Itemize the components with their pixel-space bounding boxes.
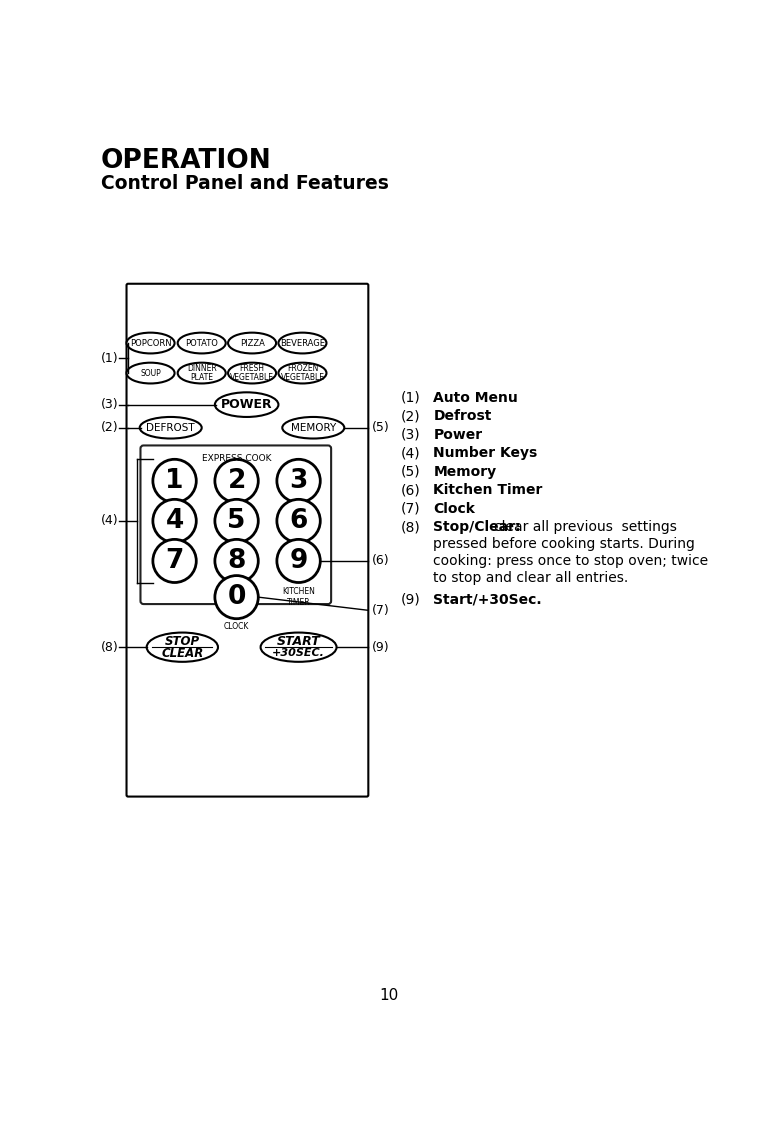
FancyBboxPatch shape [127, 284, 368, 796]
Circle shape [277, 459, 321, 502]
Text: 9: 9 [290, 548, 308, 574]
Text: MEMORY: MEMORY [290, 423, 336, 433]
Text: Auto Menu: Auto Menu [434, 391, 518, 404]
Text: FRESH
VEGETABLE: FRESH VEGETABLE [230, 363, 274, 383]
Text: Stop/Clear:: Stop/Clear: [434, 521, 521, 534]
Text: (9): (9) [401, 592, 421, 607]
Circle shape [215, 540, 258, 582]
Text: (9): (9) [371, 641, 389, 654]
Text: 0: 0 [227, 584, 246, 611]
Circle shape [153, 499, 196, 542]
Text: Kitchen Timer: Kitchen Timer [434, 483, 543, 498]
Text: (4): (4) [401, 446, 421, 460]
Text: 2: 2 [227, 468, 246, 494]
Text: Defrost: Defrost [434, 409, 492, 424]
Ellipse shape [278, 333, 327, 353]
Text: pressed before cooking starts. During: pressed before cooking starts. During [434, 538, 695, 551]
Text: 4: 4 [165, 508, 183, 534]
Ellipse shape [261, 632, 337, 662]
Text: 5: 5 [227, 508, 246, 534]
Text: (8): (8) [401, 521, 421, 534]
Text: (1): (1) [401, 391, 421, 404]
Ellipse shape [127, 362, 174, 384]
Ellipse shape [228, 362, 276, 384]
Ellipse shape [139, 417, 202, 439]
Text: CLOCK: CLOCK [224, 622, 249, 631]
FancyBboxPatch shape [140, 445, 331, 604]
Ellipse shape [127, 333, 174, 353]
Ellipse shape [278, 362, 327, 384]
Circle shape [215, 459, 258, 502]
Ellipse shape [215, 392, 278, 417]
Text: (4): (4) [101, 515, 118, 527]
Text: 3: 3 [290, 468, 308, 494]
Text: (8): (8) [101, 641, 119, 654]
Text: (2): (2) [401, 409, 421, 424]
Circle shape [215, 499, 258, 542]
Text: 8: 8 [227, 548, 246, 574]
Text: clear all previous  settings: clear all previous settings [494, 521, 677, 534]
Text: 6: 6 [290, 508, 308, 534]
Text: 7: 7 [165, 548, 183, 574]
Circle shape [215, 575, 258, 618]
Ellipse shape [147, 632, 218, 662]
Text: (3): (3) [401, 428, 421, 442]
Text: STOP: STOP [164, 636, 200, 648]
Text: Power: Power [434, 428, 483, 442]
Text: START: START [277, 636, 321, 648]
Text: Start/+30Sec.: Start/+30Sec. [434, 592, 542, 607]
Text: POTATO: POTATO [185, 338, 218, 347]
Text: 10: 10 [379, 988, 398, 1002]
Ellipse shape [282, 417, 344, 439]
Circle shape [277, 499, 321, 542]
Text: SOUP: SOUP [140, 369, 161, 377]
Text: BEVERAGE: BEVERAGE [280, 338, 325, 347]
Text: (5): (5) [401, 465, 421, 478]
Text: CLEAR: CLEAR [161, 647, 203, 659]
Text: POPCORN: POPCORN [130, 338, 171, 347]
Text: (2): (2) [101, 421, 118, 434]
Ellipse shape [177, 362, 226, 384]
Text: 1: 1 [165, 468, 184, 494]
Text: +30SEC.: +30SEC. [272, 648, 325, 658]
Text: Number Keys: Number Keys [434, 446, 537, 460]
Text: to stop and clear all entries.: to stop and clear all entries. [434, 571, 628, 585]
Text: DEFROST: DEFROST [146, 423, 195, 433]
Text: (7): (7) [371, 604, 389, 616]
Text: (5): (5) [371, 421, 389, 434]
Text: (6): (6) [401, 483, 421, 498]
Text: FROZEN
VEGETABLE: FROZEN VEGETABLE [280, 363, 324, 383]
Circle shape [153, 540, 196, 582]
Text: OPERATION: OPERATION [101, 148, 271, 174]
Text: POWER: POWER [221, 399, 272, 411]
Text: EXPRESS COOK: EXPRESS COOK [202, 454, 271, 462]
Text: PIZZA: PIZZA [240, 338, 265, 347]
Text: DINNER
PLATE: DINNER PLATE [186, 363, 217, 383]
Ellipse shape [228, 333, 276, 353]
Text: Memory: Memory [434, 465, 496, 478]
Text: (7): (7) [401, 501, 421, 516]
Text: Control Panel and Features: Control Panel and Features [101, 173, 389, 192]
Circle shape [153, 459, 196, 502]
Circle shape [277, 540, 321, 582]
Text: (3): (3) [101, 399, 118, 411]
Text: Clock: Clock [434, 501, 475, 516]
Text: KITCHEN
TIMER: KITCHEN TIMER [282, 587, 315, 607]
Text: (6): (6) [371, 555, 389, 567]
Text: cooking: press once to stop oven; twice: cooking: press once to stop oven; twice [434, 555, 709, 568]
Ellipse shape [177, 333, 226, 353]
Text: (1): (1) [101, 352, 118, 364]
